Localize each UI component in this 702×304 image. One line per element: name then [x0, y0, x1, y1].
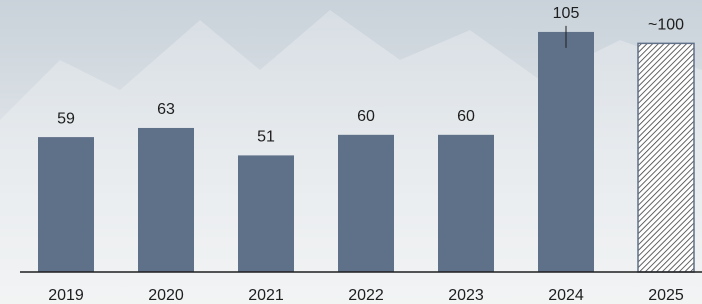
bar	[338, 135, 394, 272]
x-tick-label: 2021	[248, 287, 284, 304]
x-tick-label: 2024	[548, 287, 584, 304]
bar	[38, 137, 94, 272]
bar	[438, 135, 494, 272]
x-tick-label: 2025	[648, 287, 684, 304]
page: 2019 59 2020 63 2021 51 2022 60 2023 60 2024 105 202…	[0, 0, 702, 304]
x-tick-label: 2020	[148, 287, 184, 304]
value-label: 60	[357, 108, 375, 125]
x-tick-label: 2019	[48, 287, 84, 304]
value-label: 59	[57, 110, 75, 127]
x-tick-label: 2022	[348, 287, 384, 304]
value-label: 51	[257, 129, 275, 146]
bar	[238, 155, 294, 272]
value-label: 60	[457, 108, 475, 125]
chart: 2019 59 2020 63 2021 51 2022 60 2023 60 2024 105 202…	[0, 0, 702, 304]
bar	[638, 43, 694, 272]
value-label: 63	[157, 101, 175, 118]
x-tick-label: 2023	[448, 287, 484, 304]
value-label: ~100	[648, 17, 684, 34]
value-label: 105	[553, 5, 580, 22]
bar	[538, 32, 594, 272]
bar	[138, 128, 194, 272]
